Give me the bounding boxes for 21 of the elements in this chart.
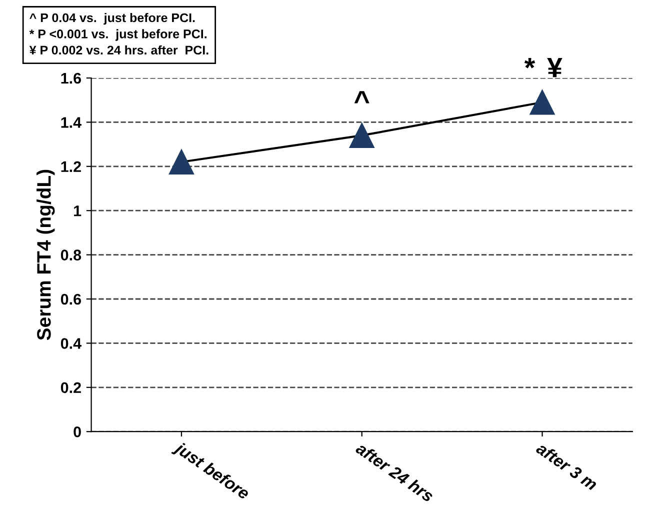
y-tick-label: 0.4 bbox=[60, 338, 82, 349]
y-tick-label: 1.6 bbox=[61, 72, 82, 84]
y-tick-label: 0.8 bbox=[60, 250, 82, 260]
text: ^ P 0.04 vs. just before PCI. bbox=[30, 13, 195, 25]
y-tick-label: 1.2 bbox=[61, 161, 81, 172]
y-tick-label: 0 bbox=[74, 426, 81, 438]
y-axis-title: Serum FT4 (ng/dL) bbox=[36, 170, 55, 340]
text: * P <0.001 vs. just before PCI. bbox=[29, 29, 206, 41]
point bbox=[530, 90, 555, 115]
annotation: ¥ bbox=[547, 58, 562, 78]
x-tick-label: after 3 m bbox=[535, 441, 599, 491]
x-tick-label: after 24 hrs bbox=[354, 441, 436, 503]
text: ¥ P 0.002 vs. 24 hrs. after PCI. bbox=[29, 45, 208, 55]
annotation: ^ bbox=[354, 91, 370, 104]
point bbox=[349, 122, 374, 148]
annotation: * bbox=[524, 58, 536, 68]
y-tick-label: 1.4 bbox=[61, 117, 82, 128]
y-tick-label: 0.6 bbox=[60, 294, 82, 305]
y-tick-label: 1 bbox=[74, 206, 82, 216]
y-tick-label: 0.2 bbox=[60, 382, 81, 394]
point bbox=[168, 149, 194, 174]
